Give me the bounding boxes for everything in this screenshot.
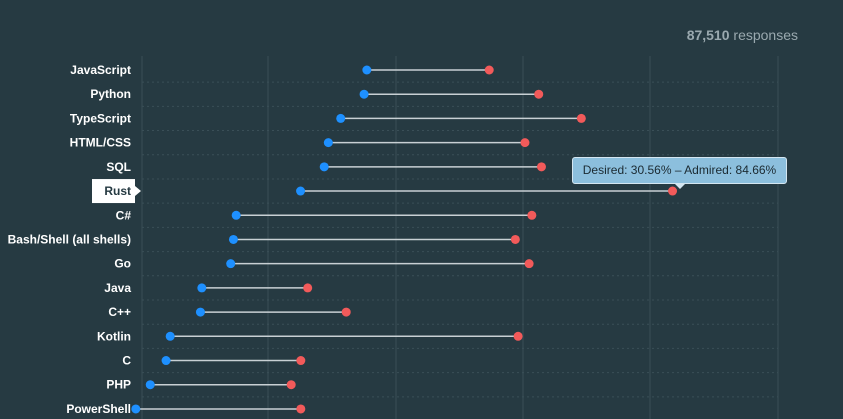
desired-point (359, 89, 369, 99)
admired-point (510, 234, 520, 244)
admired-point (296, 356, 306, 366)
desired-point (161, 356, 171, 366)
dumbbell-row (228, 234, 520, 244)
category-label: Python (90, 87, 131, 101)
desired-point (231, 210, 241, 220)
category-label: Rust (104, 184, 131, 198)
dumbbell-row (359, 89, 544, 99)
desired-point (228, 234, 238, 244)
desired-point (226, 259, 236, 269)
desired-point (165, 331, 175, 341)
category-label: HTML/CSS (70, 136, 131, 150)
gridlines (141, 56, 779, 419)
tooltip: Desired: 30.56% – Admired: 84.66% (572, 157, 787, 184)
dumbbell-row (145, 380, 296, 390)
admired-point (286, 380, 296, 390)
category-label: TypeScript (70, 111, 131, 125)
admired-point (341, 307, 351, 317)
admired-point (536, 162, 546, 172)
category-label: Bash/Shell (all shells) (8, 232, 131, 246)
dumbbell-row (197, 283, 313, 293)
admired-point (513, 331, 523, 341)
desired-point (195, 307, 205, 317)
dumbbell-row (296, 186, 678, 196)
dumbbell-row (226, 259, 534, 269)
dumbbell-row (362, 65, 494, 75)
tooltip-arrow (674, 183, 686, 189)
category-label: JavaScript (70, 63, 131, 77)
admired-point (527, 210, 537, 220)
category-label: Go (114, 257, 131, 271)
dumbbell-row (336, 113, 586, 123)
desired-point (145, 380, 155, 390)
category-label: Java (104, 281, 131, 295)
dumbbell-row (323, 138, 530, 148)
category-label: C (122, 354, 131, 368)
category-label: Kotlin (97, 329, 131, 343)
admired-point (524, 259, 534, 269)
category-label: SQL (106, 160, 131, 174)
dumbbell-row (231, 210, 537, 220)
admired-point (303, 283, 313, 293)
active-label-pointer (135, 186, 141, 197)
desired-point (296, 186, 306, 196)
category-label: PHP (106, 378, 131, 392)
desired-point (197, 283, 207, 293)
desired-point (131, 404, 141, 414)
desired-point (323, 138, 333, 148)
dumbbell-row (195, 307, 351, 317)
response-count-text: 87,510 responses (687, 27, 798, 43)
row-guides (142, 81, 778, 398)
response-count: 87,510 (686, 27, 730, 43)
admired-point (520, 138, 530, 148)
admired-point (484, 65, 494, 75)
admired-point (534, 89, 544, 99)
dumbbell-row (319, 162, 546, 172)
admired-point (576, 113, 586, 123)
desired-point (319, 162, 329, 172)
category-label: C# (116, 208, 132, 222)
desired-point (336, 113, 346, 123)
response-count-suffix: responses (729, 27, 798, 43)
desired-point (362, 65, 372, 75)
active-label-box (92, 179, 135, 204)
active-label-highlight (92, 179, 141, 204)
category-label: PowerShell (66, 402, 131, 416)
dumbbell-row (165, 331, 523, 341)
admired-point (296, 404, 306, 414)
dumbbell-row (161, 356, 306, 366)
dumbbell-row (131, 404, 306, 414)
category-label: C++ (108, 305, 131, 319)
